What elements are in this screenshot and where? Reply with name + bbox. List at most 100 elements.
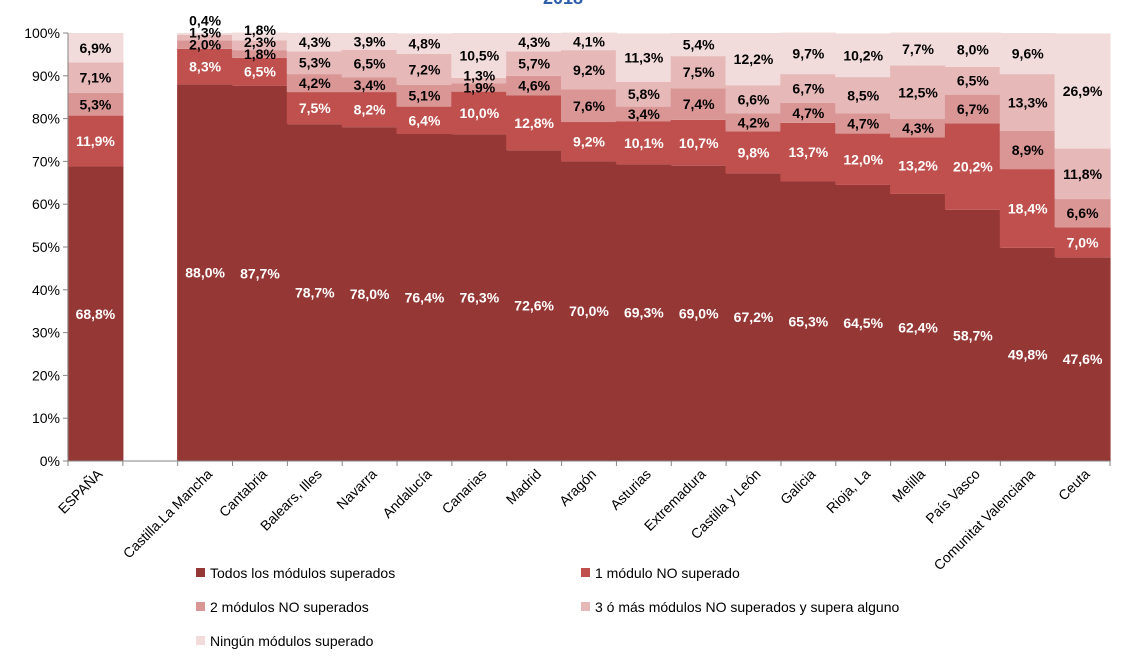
bar-segment bbox=[615, 33, 672, 82]
data-label: 18,4% bbox=[1008, 200, 1048, 216]
data-label: 7,1% bbox=[79, 70, 111, 86]
data-label: 5,1% bbox=[409, 88, 441, 104]
bar-segment bbox=[999, 33, 1056, 75]
legend-swatch bbox=[196, 636, 205, 645]
category-label-madrid: Madrid bbox=[503, 466, 545, 508]
data-label: 3,4% bbox=[354, 77, 386, 93]
data-label: 69,0% bbox=[679, 305, 719, 321]
data-label: 7,0% bbox=[1067, 234, 1099, 250]
category-label-cantabria: Cantabria bbox=[216, 466, 270, 520]
bar-segment bbox=[944, 123, 1001, 210]
data-label: 1,3% bbox=[463, 68, 495, 84]
bar-segment bbox=[890, 137, 947, 194]
bar-segment bbox=[67, 115, 124, 167]
bar-segment bbox=[286, 74, 343, 93]
bar-segment bbox=[999, 247, 1056, 461]
y-tick-label: 90% bbox=[32, 68, 60, 84]
bar-segment bbox=[506, 150, 563, 461]
bar-segment bbox=[177, 40, 234, 49]
bar-segment bbox=[1054, 33, 1111, 149]
data-label: 12,8% bbox=[514, 115, 554, 131]
bar-segment bbox=[231, 50, 288, 58]
data-label: 1,8% bbox=[244, 22, 276, 38]
bar-segment bbox=[780, 74, 837, 103]
data-label: 8,9% bbox=[1012, 142, 1044, 158]
data-label: 4,6% bbox=[518, 78, 550, 94]
data-label: 5,7% bbox=[518, 56, 550, 72]
bars-layer bbox=[67, 32, 1111, 462]
bar-segment bbox=[506, 95, 563, 151]
bar-segment bbox=[177, 48, 234, 85]
bar-segment bbox=[341, 33, 398, 50]
legend: Todos los módulos superados 1 módulo NO s… bbox=[196, 565, 899, 649]
bar-segment bbox=[780, 181, 837, 462]
data-label: 3,4% bbox=[628, 106, 660, 122]
data-label: 12,0% bbox=[843, 151, 883, 167]
bar-segment bbox=[725, 173, 782, 461]
bar-segment bbox=[615, 81, 672, 107]
bar-segment bbox=[286, 51, 343, 75]
y-tick-label: 10% bbox=[32, 410, 60, 426]
bar-segment bbox=[177, 34, 234, 41]
y-tick-label: 100% bbox=[24, 25, 60, 41]
bar-segment bbox=[615, 121, 672, 165]
bar-segment bbox=[670, 119, 727, 166]
bar-segment bbox=[890, 193, 947, 462]
bar-segment bbox=[670, 165, 727, 461]
bar-segment bbox=[780, 102, 837, 123]
bar-segment bbox=[835, 184, 892, 461]
bar-segment bbox=[396, 33, 453, 54]
bar-segment bbox=[780, 32, 837, 75]
bar-segment bbox=[670, 56, 727, 89]
y-tick-label: 40% bbox=[32, 282, 60, 298]
bar-segment bbox=[561, 50, 617, 90]
data-label: 7,6% bbox=[573, 98, 605, 114]
data-label: 87,7% bbox=[240, 265, 280, 281]
data-label: 69,3% bbox=[624, 305, 664, 321]
bar-segment bbox=[341, 92, 398, 128]
data-label: 67,2% bbox=[734, 309, 774, 325]
bar-segment bbox=[231, 57, 288, 86]
category-label-rioja-la: Rioja, La bbox=[823, 466, 874, 517]
data-label: 72,6% bbox=[514, 298, 554, 314]
data-label: 78,0% bbox=[350, 286, 390, 302]
bar-segment bbox=[67, 92, 124, 116]
data-label: 9,7% bbox=[792, 45, 824, 61]
bar-segment bbox=[944, 94, 1001, 124]
bar-segment bbox=[506, 51, 563, 76]
legend-item: 2 módulos NO superados bbox=[196, 599, 369, 615]
data-label: 6,5% bbox=[957, 73, 989, 89]
bar-segment bbox=[341, 49, 398, 78]
bar-segment bbox=[286, 33, 343, 52]
bar-segment bbox=[67, 166, 124, 461]
data-label: 8,5% bbox=[847, 87, 879, 103]
bar-segment bbox=[561, 89, 617, 123]
data-label: 4,3% bbox=[299, 34, 331, 50]
data-label: 7,7% bbox=[902, 41, 934, 57]
bar-segment bbox=[451, 91, 508, 135]
data-label: 4,1% bbox=[573, 33, 605, 49]
category-label-melilla: Melilla bbox=[889, 466, 929, 506]
legend-label: 2 módulos NO superados bbox=[210, 599, 369, 615]
bar-segment bbox=[177, 84, 234, 462]
data-label: 26,9% bbox=[1063, 83, 1103, 99]
category-label-ceuta: Ceuta bbox=[1055, 466, 1093, 504]
bar-segment bbox=[1054, 199, 1111, 228]
bar-segment bbox=[999, 169, 1056, 248]
bar-segment bbox=[944, 32, 1001, 67]
y-tick-label: 60% bbox=[32, 196, 60, 212]
bar-segment bbox=[780, 122, 837, 182]
legend-swatch bbox=[196, 568, 205, 577]
bar-segment bbox=[561, 161, 617, 461]
bar-segment bbox=[725, 131, 782, 174]
data-label: 12,2% bbox=[734, 51, 774, 67]
legend-item: Todos los módulos superados bbox=[196, 565, 395, 581]
bar-segment bbox=[670, 88, 727, 120]
data-label: 9,6% bbox=[1012, 46, 1044, 62]
category-label-canarias: Canarias bbox=[439, 466, 490, 517]
y-tick-label: 0% bbox=[40, 453, 60, 469]
legend-item: Ningún módulos superado bbox=[196, 633, 374, 649]
data-label: 11,9% bbox=[76, 133, 115, 149]
data-label: 1,9% bbox=[463, 80, 495, 96]
data-label: 4,8% bbox=[409, 36, 441, 52]
